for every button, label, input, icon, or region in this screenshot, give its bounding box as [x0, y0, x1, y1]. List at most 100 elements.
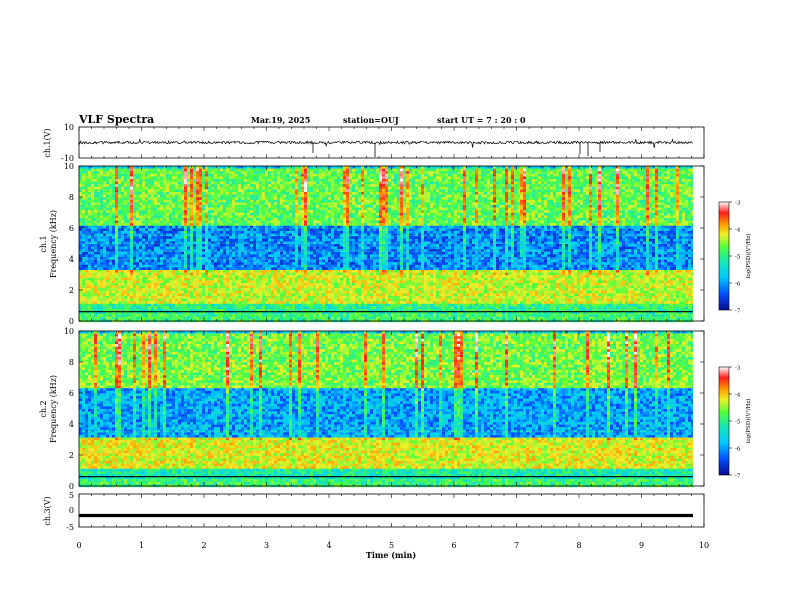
spectrogram-cell	[121, 169, 124, 172]
spectrogram-cell	[175, 262, 178, 265]
spectrogram-cell	[106, 296, 109, 299]
spectrogram-cell	[277, 257, 280, 260]
spectrogram-cell	[94, 275, 97, 278]
spectrogram-cell	[169, 228, 172, 231]
spectrogram-cell	[268, 301, 271, 304]
spectrogram-cell	[166, 296, 169, 299]
spectrogram-cell	[151, 231, 154, 234]
spectrogram-cell	[325, 291, 328, 294]
spectrogram-cell	[190, 200, 193, 203]
spectrogram-cell	[250, 189, 253, 192]
spectrogram-cell	[250, 275, 253, 278]
spectrogram-cell	[277, 296, 280, 299]
spectrogram-cell	[253, 205, 256, 208]
spectrogram-cell	[175, 189, 178, 192]
spectrogram-cell	[133, 195, 136, 198]
spectrogram-cell	[175, 280, 178, 283]
spectrogram-cell	[316, 195, 319, 198]
spectrogram-cell	[256, 195, 259, 198]
spectrogram-cell	[178, 221, 181, 224]
spectrogram-cell	[124, 197, 127, 200]
spectrogram-cell	[199, 283, 202, 286]
spectrogram-cell	[262, 239, 265, 242]
spectrogram-cell	[217, 166, 220, 169]
spectrogram-cell	[88, 270, 91, 273]
spectrogram-cell	[166, 197, 169, 200]
spectrogram-cell	[259, 234, 262, 237]
spectrogram-cell	[235, 192, 238, 195]
spectrogram-cell	[229, 208, 232, 211]
spectrogram-cell	[286, 239, 289, 242]
spectrogram-cell	[214, 182, 217, 185]
spectrogram-cell	[139, 244, 142, 247]
spectrogram-cell	[85, 249, 88, 252]
spectrogram-cell	[178, 192, 181, 195]
spectrogram-cell	[181, 262, 184, 265]
spectrogram-cell	[241, 231, 244, 234]
spectrogram-cell	[319, 265, 322, 268]
spectrogram-cell	[223, 184, 226, 187]
spectrogram-cell	[292, 275, 295, 278]
spectrogram-cell	[325, 252, 328, 255]
spectrogram-cell	[172, 231, 175, 234]
spectrogram-cell	[184, 265, 187, 268]
spectrogram-cell	[232, 208, 235, 211]
spectrogram-cell	[205, 189, 208, 192]
spectrogram-cell	[250, 197, 253, 200]
spectrogram-cell	[169, 267, 172, 270]
spectrogram-cell	[169, 265, 172, 268]
spectrogram-cell	[205, 273, 208, 276]
spectrogram-cell	[139, 182, 142, 185]
spectrogram-cell	[97, 205, 100, 208]
spectrogram-cell	[298, 306, 301, 309]
spectrogram-cell	[151, 267, 154, 270]
spectrogram-cell	[259, 192, 262, 195]
spectrogram-cell	[166, 301, 169, 304]
spectrogram-cell	[163, 218, 166, 221]
spectrogram-cell	[241, 247, 244, 250]
spectrogram-cell	[226, 215, 229, 218]
spectrogram-cell	[271, 218, 274, 221]
spectrogram-cell	[244, 304, 247, 307]
spectrogram-cell	[187, 273, 190, 276]
spectrogram-cell	[298, 218, 301, 221]
spectrogram-cell	[304, 270, 307, 273]
spectrogram-cell	[79, 249, 82, 252]
spectrogram-cell	[106, 267, 109, 270]
spectrogram-cell	[316, 267, 319, 270]
spectrogram-cell	[193, 184, 196, 187]
spectrogram-cell	[175, 247, 178, 250]
spectrogram-cell	[322, 275, 325, 278]
spectrogram-cell	[283, 200, 286, 203]
spectrogram-cell	[325, 192, 328, 195]
spectrogram-cell	[154, 223, 157, 226]
spectrogram-cell	[295, 182, 298, 185]
spectrogram-cell	[184, 293, 187, 296]
spectrogram-cell	[280, 304, 283, 307]
spectrogram-cell	[217, 283, 220, 286]
spectrogram-cell	[202, 218, 205, 221]
spectrogram-cell	[271, 197, 274, 200]
spectrogram-cell	[91, 252, 94, 255]
spectrogram-cell	[307, 299, 310, 302]
spectrogram-cell	[142, 249, 145, 252]
spectrogram-cell	[265, 278, 268, 281]
spectrogram-cell	[202, 192, 205, 195]
spectrogram-cell	[184, 262, 187, 265]
spectrogram-cell	[94, 221, 97, 224]
spectrogram-cell	[190, 174, 193, 177]
spectrogram-cell	[301, 241, 304, 244]
spectrogram-cell	[148, 200, 151, 203]
spectrogram-cell	[214, 275, 217, 278]
spectrogram-cell	[184, 252, 187, 255]
spectrogram-cell	[250, 221, 253, 224]
spectrogram-cell	[310, 182, 313, 185]
spectrogram-cell	[121, 192, 124, 195]
spectrogram-cell	[94, 210, 97, 213]
spectrogram-cell	[274, 247, 277, 250]
spectrogram-cell	[283, 195, 286, 198]
spectrogram-cell	[187, 176, 190, 179]
spectrogram-cell	[313, 174, 316, 177]
spectrogram-cell	[79, 189, 82, 192]
spectrogram-cell	[214, 184, 217, 187]
